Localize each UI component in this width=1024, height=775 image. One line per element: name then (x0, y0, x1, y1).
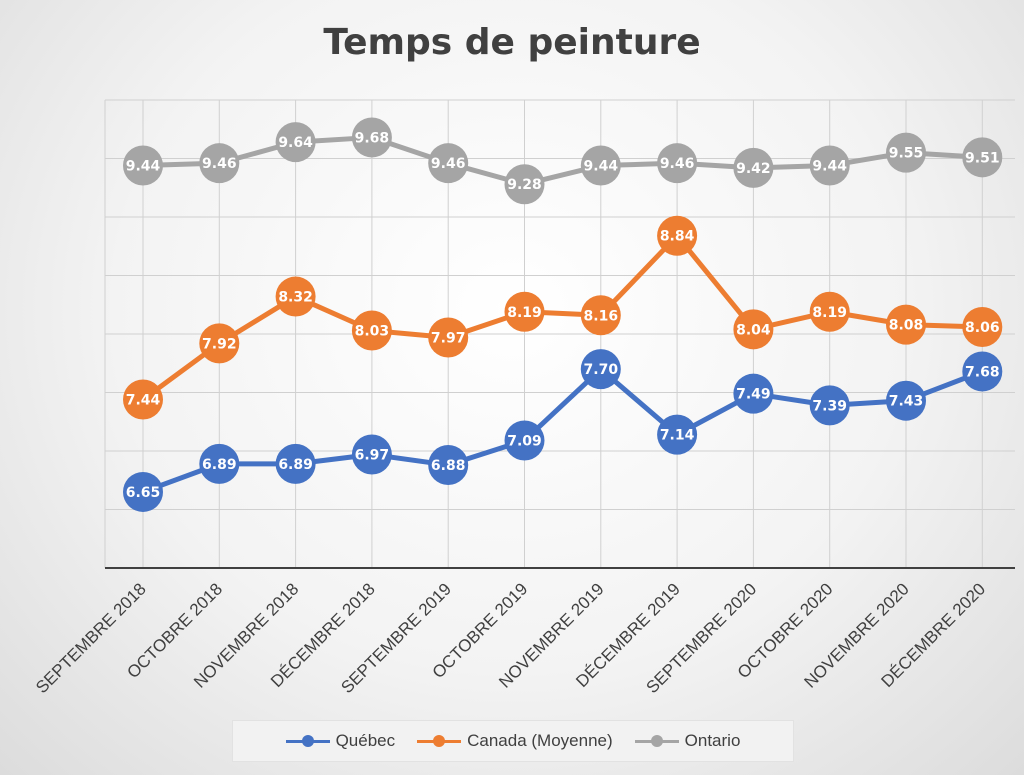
data-label: 7.49 (736, 387, 771, 403)
data-label: 7.92 (202, 336, 237, 352)
data-point (733, 309, 774, 350)
legend-item: Ontario (634, 731, 741, 751)
data-point (504, 291, 545, 332)
series-line (140, 233, 985, 403)
legend-swatch (417, 735, 462, 747)
data-point (428, 317, 469, 358)
chart-legend: Québec Canada (Moyenne) Ontario (232, 720, 794, 762)
legend-swatch (285, 735, 330, 747)
series-line (140, 134, 985, 187)
data-point (809, 291, 850, 332)
data-label: 9.64 (278, 135, 313, 151)
data-point (123, 145, 163, 186)
data-point (809, 145, 850, 186)
data-label: 9.51 (965, 150, 1000, 166)
legend-label: Canada (Moyenne) (467, 731, 613, 750)
data-label: 8.19 (812, 305, 847, 321)
data-label: 8.04 (736, 322, 771, 338)
data-label: 7.70 (584, 362, 619, 378)
data-point (351, 117, 392, 158)
data-label: 7.97 (431, 331, 466, 347)
data-point (886, 380, 926, 421)
legend-item: Québec (285, 731, 396, 751)
data-label: 8.08 (889, 318, 924, 334)
data-point (962, 306, 1003, 347)
data-label: 9.28 (507, 177, 542, 193)
data-point (428, 143, 469, 184)
data-label: 8.84 (660, 229, 695, 245)
data-point (657, 143, 698, 184)
data-point (657, 215, 698, 256)
data-point (809, 385, 850, 426)
data-point (733, 147, 774, 188)
data-label: 6.65 (126, 485, 161, 501)
legend-label: Québec (335, 731, 396, 750)
data-label: 7.68 (965, 364, 1000, 380)
legend-swatch (634, 735, 679, 747)
data-label: 9.46 (431, 156, 466, 172)
data-point (199, 323, 240, 364)
data-label: 9.44 (126, 159, 161, 175)
data-label: 6.97 (355, 448, 390, 464)
data-point (504, 164, 545, 205)
data-label: 7.43 (889, 394, 924, 410)
data-point (657, 414, 698, 455)
data-label: 9.46 (202, 156, 237, 172)
data-label: 9.46 (660, 156, 695, 172)
data-point (199, 143, 240, 184)
data-point (123, 471, 163, 512)
data-label: 6.88 (431, 458, 466, 474)
data-label: 8.03 (355, 323, 390, 339)
data-point (123, 379, 163, 420)
data-label: 9.42 (736, 161, 771, 177)
data-point (962, 137, 1003, 178)
data-label: 7.14 (660, 428, 695, 444)
data-point (351, 310, 392, 351)
series-line (140, 366, 985, 495)
data-label: 6.89 (202, 457, 237, 473)
data-label: 9.44 (584, 159, 619, 175)
data-label: 7.09 (507, 433, 542, 449)
data-point (733, 373, 774, 414)
data-label: 9.44 (812, 159, 847, 175)
data-point (962, 351, 1003, 392)
data-label: 7.39 (812, 398, 847, 414)
data-label: 8.32 (278, 290, 313, 306)
legend-label: Ontario (684, 731, 741, 750)
data-label: 8.19 (507, 305, 542, 321)
data-label: 9.55 (889, 146, 924, 162)
data-label: 6.89 (278, 457, 313, 473)
data-label: 7.44 (126, 393, 161, 409)
data-point (428, 445, 469, 486)
data-label: 8.06 (965, 320, 1000, 336)
data-point (504, 420, 545, 461)
data-label: 9.68 (355, 130, 390, 146)
data-point (886, 132, 926, 173)
data-point (275, 276, 316, 317)
data-point (886, 304, 926, 345)
data-label: 8.16 (584, 308, 619, 324)
data-point (351, 434, 392, 475)
data-point (580, 295, 621, 336)
data-point (580, 145, 621, 186)
data-point (580, 349, 621, 390)
legend-item: Canada (Moyenne) (417, 731, 613, 751)
data-point (199, 443, 240, 484)
data-point (275, 122, 316, 163)
chart-title: Temps de peinture (323, 22, 701, 63)
x-tick-label: SEPTEMBRE 2018 (32, 579, 150, 697)
data-point (275, 443, 316, 484)
